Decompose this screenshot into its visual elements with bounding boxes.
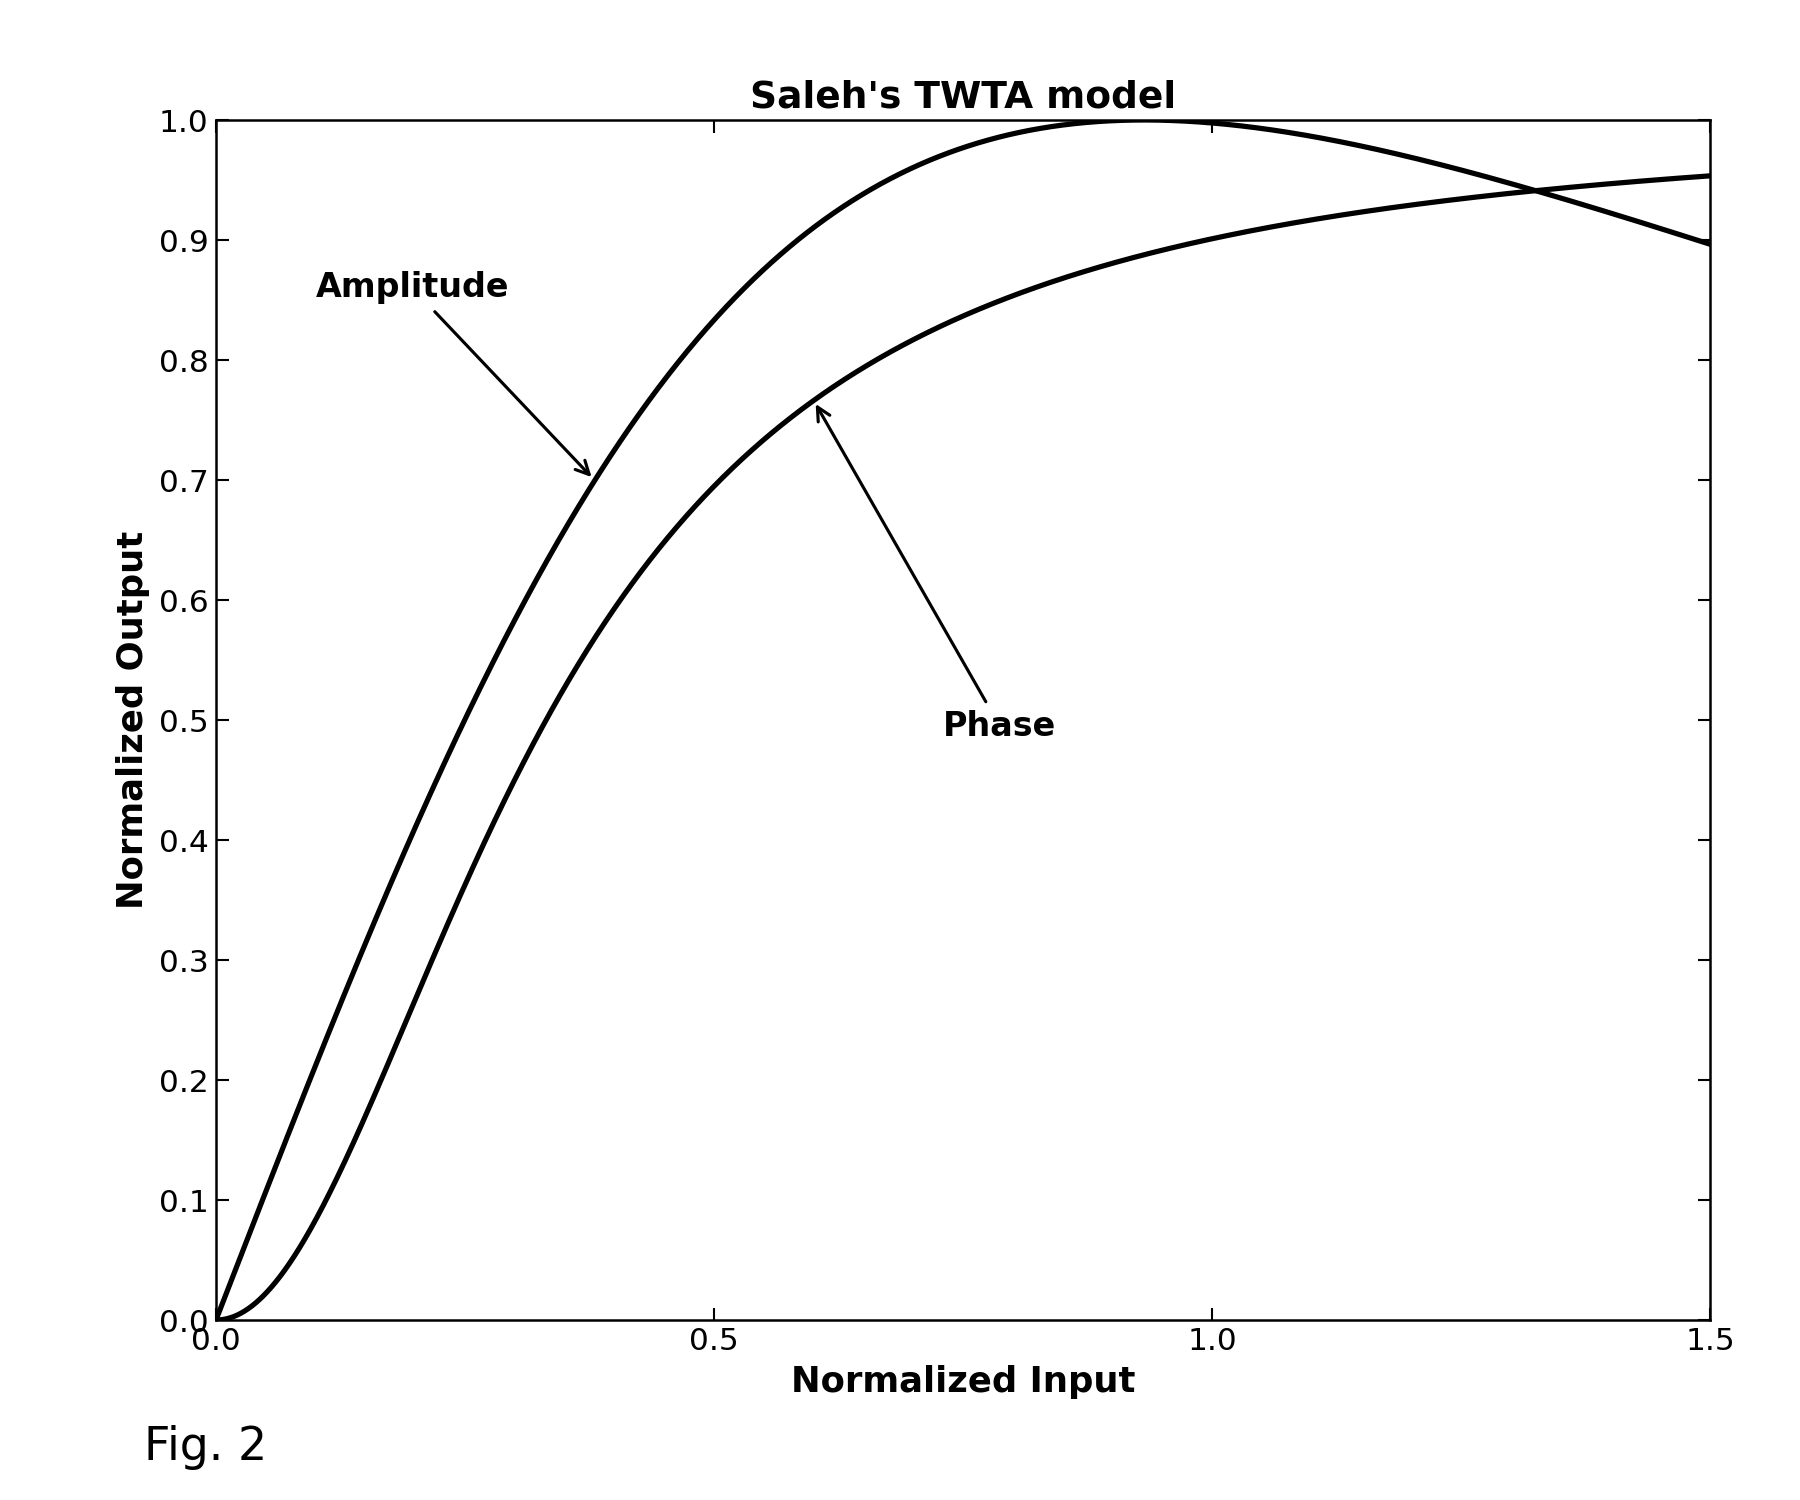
- Text: Fig. 2: Fig. 2: [144, 1425, 266, 1470]
- Title: Saleh's TWTA model: Saleh's TWTA model: [751, 80, 1175, 116]
- Text: Amplitude: Amplitude: [315, 272, 589, 474]
- Text: Phase: Phase: [817, 406, 1057, 742]
- Y-axis label: Normalized Output: Normalized Output: [117, 531, 151, 909]
- X-axis label: Normalized Input: Normalized Input: [790, 1365, 1136, 1398]
